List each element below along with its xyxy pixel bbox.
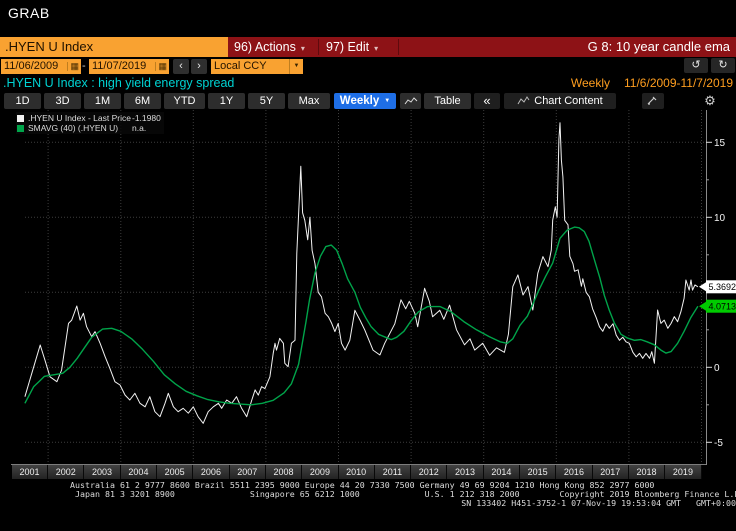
range-button-max[interactable]: Max [288,93,330,109]
year-tick-label: 2007 [229,465,266,479]
calendar-icon[interactable]: ▦ [155,62,169,71]
year-tick-label: 2005 [157,465,194,479]
footer-phone-line-2: Japan 81 3 3201 8900 Singapore 65 6212 1… [70,489,736,499]
legend-value: n.a. [132,123,147,133]
line-chart-icon [404,97,417,105]
year-tick-label: 2013 [447,465,484,479]
menu-divider [318,39,319,55]
legend-item-smavg: SMAVG (40) (.HYEN U) n.a. [17,123,161,133]
year-tick-label: 2002 [48,465,85,479]
year-tick-label: 2014 [483,465,520,479]
chevron-down-icon: ▾ [300,44,305,53]
range-button-1m[interactable]: 1M [84,93,121,109]
collapse-toolbar-button[interactable]: « [474,93,500,109]
shift-range-forward-button[interactable]: › [191,59,207,74]
svg-text:15: 15 [714,138,726,149]
chart-content-button[interactable]: Chart Content [504,93,616,109]
legend-label: SMAVG (40) (.HYEN U) [28,123,119,133]
x-axis-year-strip: 2001 2002 2003 2004 2005 2006 2007 2008 2009 2010… [0,465,736,479]
year-tick-label: 2015 [520,465,557,479]
chart-type-button[interactable] [400,93,421,109]
year-tick-label: 2017 [592,465,629,479]
redo-icon: ↻ [718,59,728,71]
settings-button[interactable]: ⚙ [700,92,720,108]
year-tick-label: 2018 [628,465,666,479]
footer-phone-line-1: Australia 61 2 9777 8600 Brazil 5511 239… [70,480,655,490]
legend-label: .HYEN U Index - Last Price [28,113,131,123]
year-tick-label: 2016 [556,465,593,479]
range-button-1d[interactable]: 1D [4,93,41,109]
period-range-label: Weekly 11/6/2009-11/7/2019 [570,76,733,90]
range-button-3d[interactable]: 3D [44,93,81,109]
table-button[interactable]: Table [424,93,471,109]
actions-menu-button[interactable]: 96) Actions ▾ [234,40,305,54]
annotate-chart-button[interactable] [642,93,664,109]
svg-text:-5: -5 [714,438,723,449]
year-tick-label: 2010 [338,465,375,479]
year-tick-label: 2019 [665,465,702,479]
range-button-5y[interactable]: 5Y [248,93,285,109]
year-tick-label: 2009 [302,465,339,479]
legend-swatch-white [17,114,24,122]
undo-button[interactable]: ↺ [684,58,708,73]
chevron-down-icon: ▼ [289,59,303,74]
chevron-down-icon: ▾ [374,44,379,53]
grab-label: GRAB [8,5,50,21]
year-tick-label: 2011 [374,465,412,479]
legend-swatch-green [17,124,24,132]
chart-legend: .HYEN U Index - Last Price -1.1980 SMAVG… [16,112,164,134]
undo-icon: ↺ [691,59,701,71]
shift-range-back-button[interactable]: ‹ [173,59,189,74]
pencil-chart-icon [647,96,657,105]
date-to-field[interactable]: 11/07/2019 ▦ [89,59,169,74]
ticker-input[interactable]: .HYEN U Index [0,37,228,57]
year-tick-label: 2003 [84,465,121,479]
legend-item-last-price: .HYEN U Index - Last Price -1.1980 [17,113,161,123]
year-tick-label: 2008 [265,465,303,479]
calendar-icon[interactable]: ▦ [67,62,81,71]
range-button-ytd[interactable]: YTD [164,93,205,109]
chevron-down-icon: ▼ [384,98,391,104]
menu-divider [398,39,399,55]
date-separator: - [82,60,86,72]
function-title: G 8: 10 year candle ema [587,39,730,54]
currency-select[interactable]: Local CCY ▼ [211,59,303,74]
range-button-6m[interactable]: 6M [124,93,161,109]
year-tick-label: 2001 [11,465,49,479]
gear-icon: ⚙ [704,93,716,108]
year-tick-label: 2012 [411,465,448,479]
legend-value: -1.1980 [132,113,161,123]
chart-subtitle: .HYEN U Index : high yield energy spread [3,76,235,90]
svg-text:0: 0 [714,363,720,374]
range-button-1y[interactable]: 1Y [208,93,245,109]
price-chart-canvas[interactable]: 15 10 0 -5 5.3692 4.0713 [0,110,736,465]
x-axis-line [11,464,706,465]
svg-text:5.3692: 5.3692 [709,282,736,292]
svg-text:10: 10 [714,213,726,224]
year-tick-label: 2006 [193,465,230,479]
redo-button[interactable]: ↻ [711,58,735,73]
edit-menu-button[interactable]: 97) Edit ▾ [326,40,379,54]
interval-select[interactable]: Weekly ▼ [334,93,396,109]
svg-text:4.0713: 4.0713 [709,301,736,311]
date-from-field[interactable]: 11/06/2009 ▦ [1,59,81,74]
chart-content-icon [517,96,530,105]
footer-session-line: SN 133402 H451-3752-1 07-Nov-19 19:53:04… [461,498,736,508]
year-tick-label: 2004 [120,465,158,479]
